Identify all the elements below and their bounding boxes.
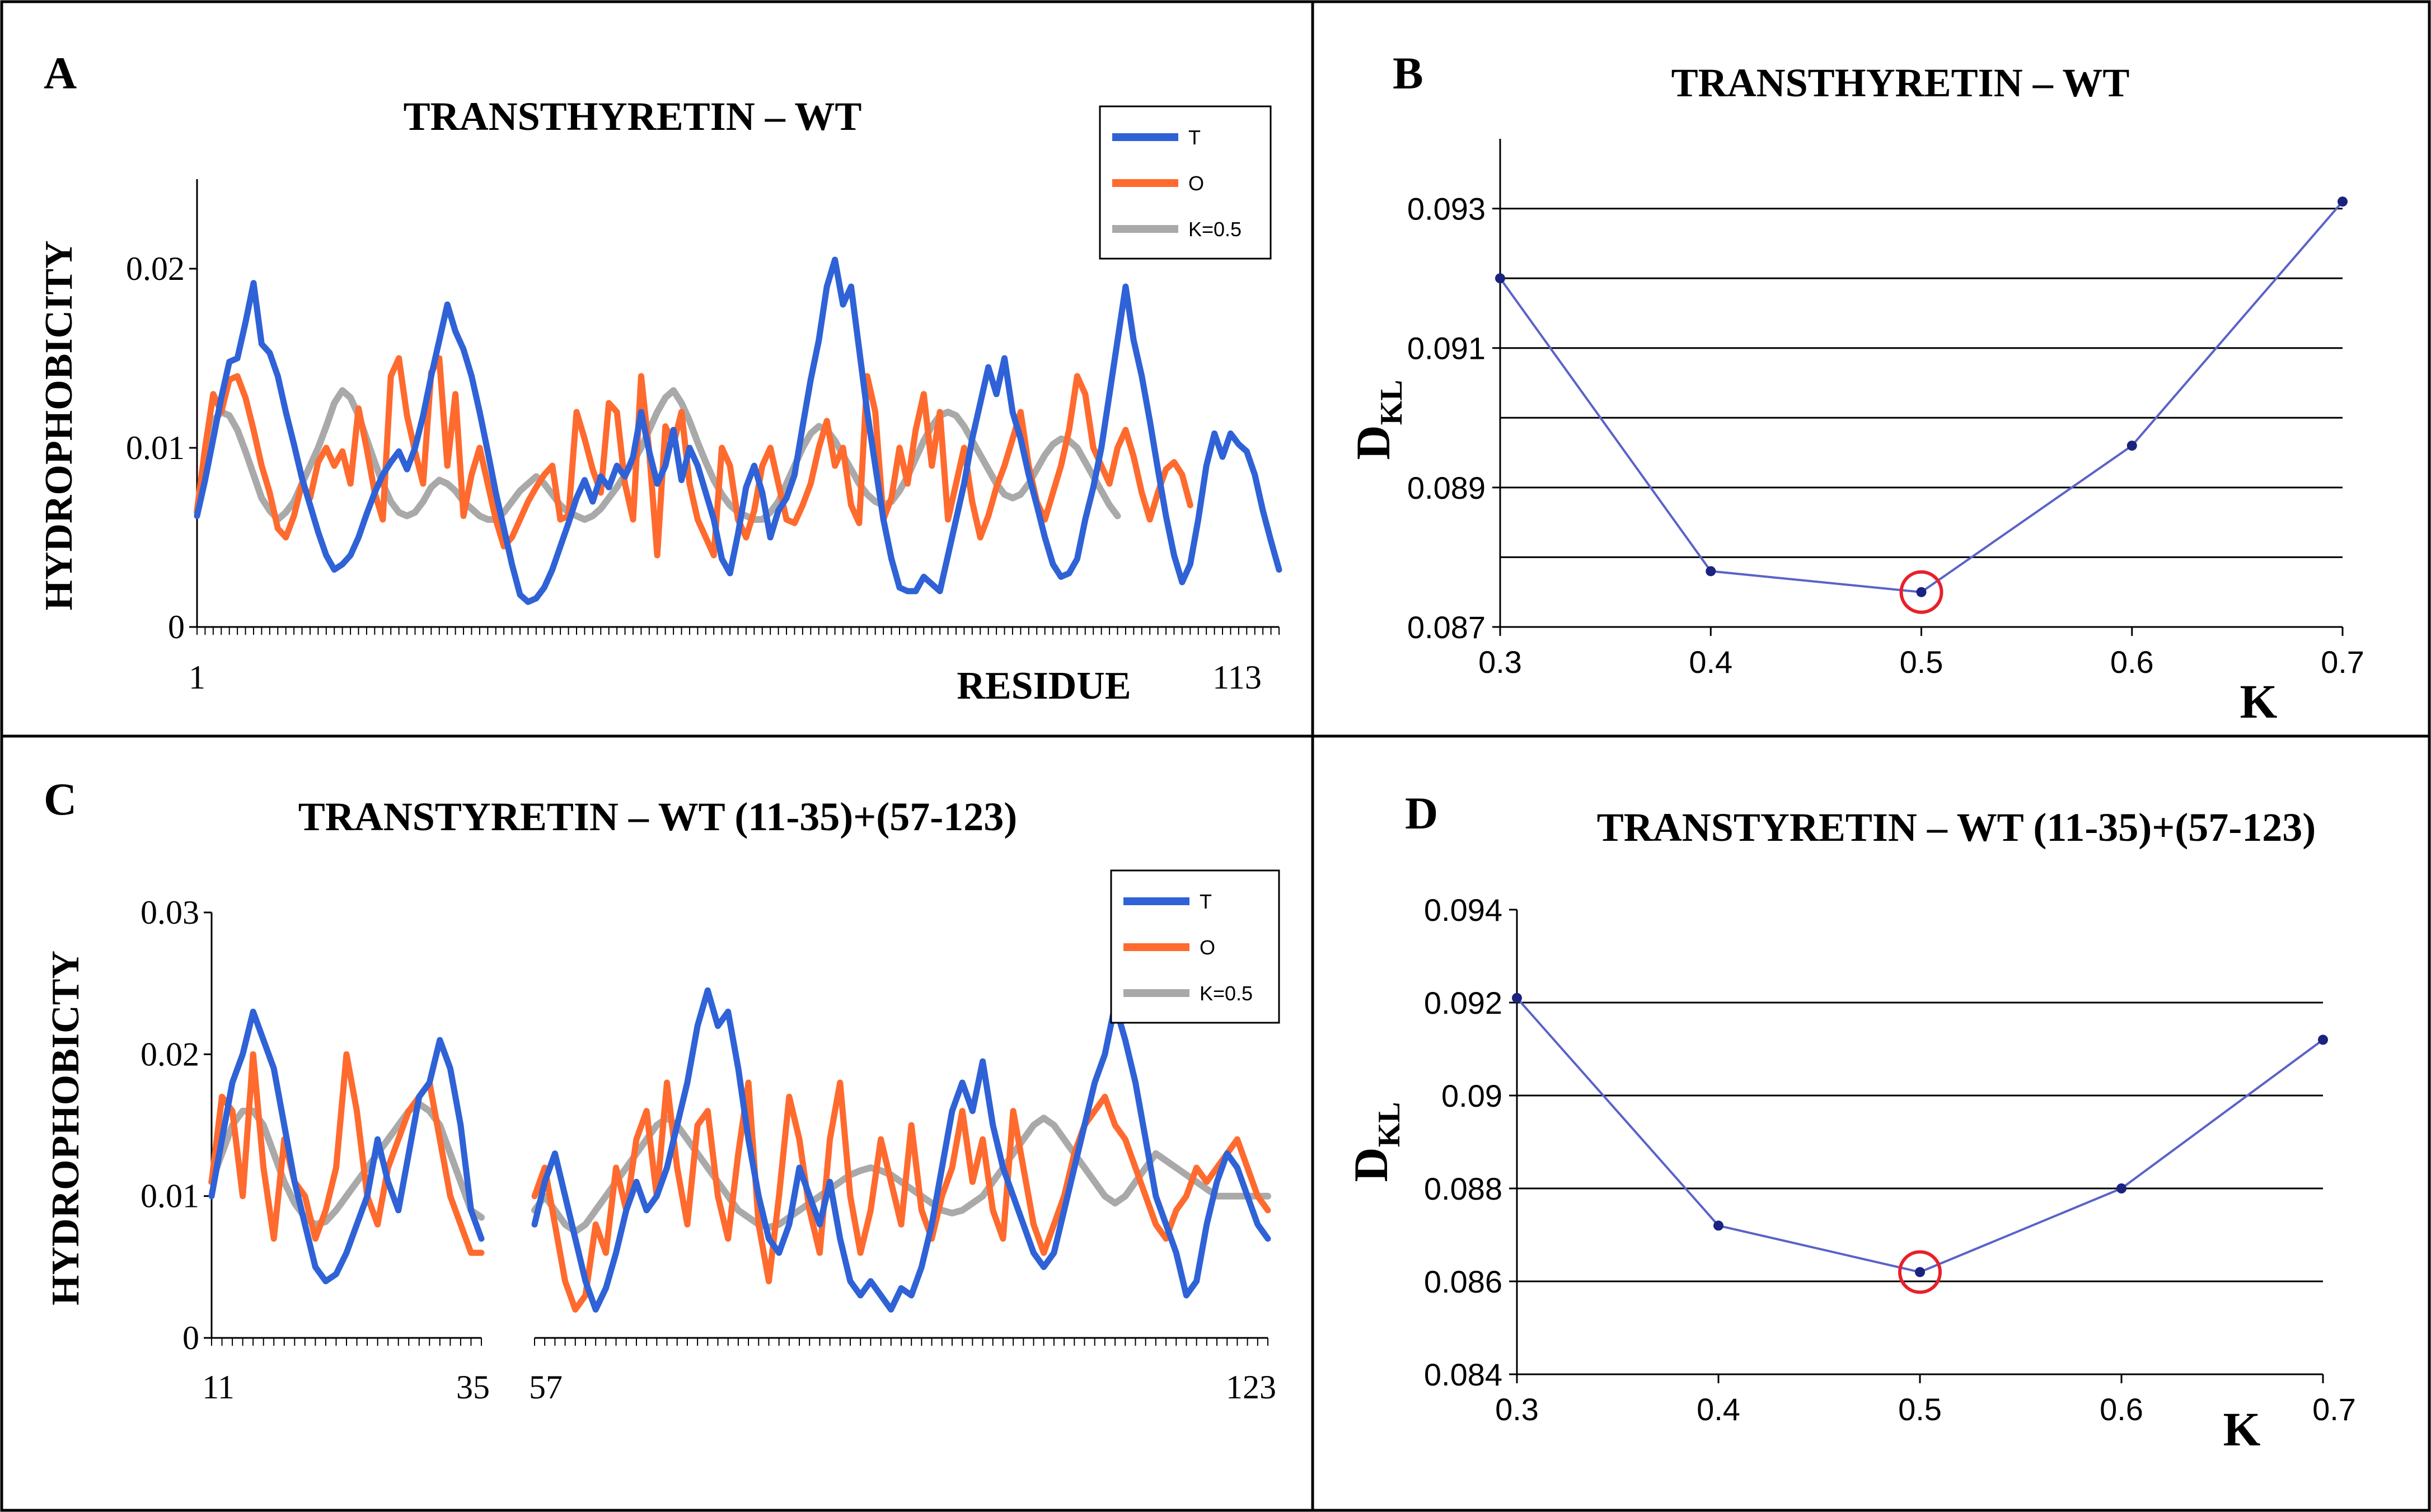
panel-letter-a: A	[44, 48, 77, 99]
y-tick-label: 0.093	[1407, 191, 1486, 227]
series-line-o	[208, 1051, 485, 1256]
data-point	[1916, 587, 1927, 597]
x-tick-label: 57	[529, 1369, 563, 1406]
title-a: TRANSTHYRETIN – WT	[404, 94, 862, 139]
legend-label: K=0.5	[1188, 218, 1242, 241]
series-line	[1516, 997, 2324, 1274]
y-tick-label: 0.091	[1407, 331, 1486, 366]
data-point	[1915, 1267, 1925, 1277]
x-tick-label: 0.4	[1697, 1392, 1740, 1427]
ylabel-d: DKL	[1344, 1102, 1407, 1182]
panel-letter-b: B	[1393, 48, 1423, 99]
xlabel-d: K	[2223, 1402, 2261, 1456]
data-point	[2338, 196, 2348, 207]
data-point	[2126, 441, 2137, 451]
legend-label: K=0.5	[1200, 982, 1253, 1005]
series-line-k-0-5	[194, 387, 1121, 523]
x-tick-label: 113	[1212, 659, 1262, 696]
highlight-circle	[1899, 570, 1943, 614]
x-tick-label: 35	[456, 1369, 490, 1406]
data-point	[1512, 993, 1522, 1003]
plot-b: 0.3 0.4 0.5 0.6 0.7 0.087 0.089 0.091 0.093	[1407, 139, 2364, 680]
series-line-k-0-5	[208, 1101, 485, 1228]
series-line-t	[531, 987, 1271, 1313]
series-line-o	[194, 355, 1193, 559]
xlabel-b: K	[2240, 675, 2278, 728]
x-tick-label: 0.5	[1898, 1392, 1942, 1427]
y-tick-label: 0.086	[1424, 1264, 1502, 1299]
x-tick-label: 0.4	[1689, 644, 1732, 680]
ylabel-b-sub: KL	[1374, 380, 1409, 425]
series-line	[1499, 200, 2344, 593]
panel-letter-c: C	[44, 774, 77, 825]
y-tick-label: 0.02	[140, 1036, 199, 1073]
y-tick-label: 0.094	[1424, 892, 1502, 928]
y-tick-label: 0.01	[140, 1178, 199, 1215]
y-tick-label: 0.084	[1424, 1357, 1502, 1392]
ylabel-d-main: D	[1344, 1147, 1398, 1182]
series-line-t	[194, 256, 1282, 605]
xlabel-a: RESIDUE	[957, 664, 1131, 708]
y-tick-label: 0.03	[140, 894, 199, 931]
x-tick-label: 0.7	[2321, 644, 2364, 680]
data-point	[1495, 273, 1505, 284]
y-tick-label: 0.087	[1407, 610, 1486, 645]
legend-label: O	[1200, 936, 1215, 959]
title-c: TRANSTYRETIN – WT (11-35)+(57-123)	[298, 794, 1017, 839]
legend-label: T	[1188, 126, 1201, 149]
x-tick-label: 123	[1226, 1369, 1276, 1406]
data-point	[1706, 566, 1716, 577]
ylabel-b: DKL	[1346, 380, 1409, 460]
title-d: TRANSTYRETIN – WT (11-35)+(57-123)	[1597, 805, 2316, 850]
legend-label: O	[1188, 172, 1204, 195]
x-tick-label: 0.3	[1478, 644, 1522, 680]
ylabel-c: HYDROPHOBICTY	[44, 951, 87, 1305]
plot-d: 0.3 0.4 0.5 0.6 0.7 0.084 0.086 0.088 0.09 0.092 0…	[1424, 892, 2356, 1427]
data-point	[2318, 1034, 2328, 1045]
series-line-t	[208, 1008, 485, 1285]
ylabel-a: HYDROPHOBICITY	[38, 240, 81, 610]
y-tick-label: 0.02	[126, 250, 185, 287]
y-tick-label: 0.092	[1424, 985, 1502, 1021]
y-tick-label: 0.01	[126, 429, 185, 466]
data-point	[2116, 1183, 2126, 1193]
legend-label: T	[1200, 890, 1212, 913]
panel-letter-d: D	[1405, 788, 1438, 839]
series-line-k-0-5	[531, 1115, 1271, 1235]
x-tick-label: 11	[202, 1369, 235, 1406]
x-tick-label: 0.6	[2100, 1392, 2143, 1427]
ylabel-d-sub: KL	[1372, 1102, 1407, 1147]
plot-a: 0 0.01 0.02 1 113 TO K=0.5	[126, 105, 1282, 696]
x-tick-label: 0.6	[2110, 644, 2154, 680]
y-tick-label: 0	[168, 608, 185, 645]
y-tick-label: 0.088	[1424, 1171, 1502, 1206]
data-point	[1713, 1220, 1723, 1231]
ylabel-b-main: D	[1346, 425, 1400, 460]
x-tick-label: 0.5	[1900, 644, 1943, 680]
x-tick-label: 0.7	[2312, 1392, 2356, 1427]
y-tick-label: 0.089	[1407, 470, 1486, 505]
y-tick-label: 0.09	[1441, 1078, 1502, 1113]
highlight-circle	[1898, 1250, 1942, 1294]
plot-c: 0 0.01 0.02 0.03 11 35 57 123 TO K=0.5	[140, 869, 1280, 1406]
x-tick-label: 1	[189, 659, 205, 696]
y-tick-label: 0	[182, 1319, 199, 1356]
x-tick-label: 0.3	[1495, 1392, 1539, 1427]
title-b: TRANSTHYRETIN – WT	[1671, 60, 2130, 105]
